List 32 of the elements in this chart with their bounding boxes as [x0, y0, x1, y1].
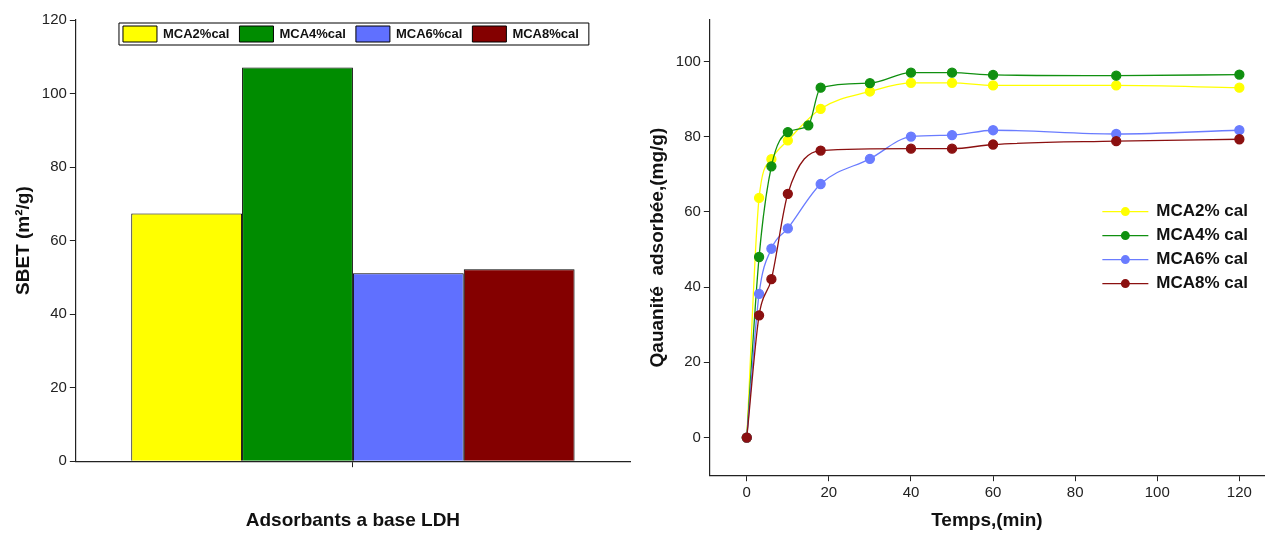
y-tick-label: 120 [41, 10, 67, 28]
legend-label: MCA4%cal [279, 25, 346, 41]
legend-label: MCA4% cal [1156, 225, 1248, 245]
y-tick-label: 100 [41, 83, 67, 101]
legend-label: MCA8% cal [1156, 273, 1248, 293]
y-tick-label: 0 [58, 451, 67, 469]
y-tick-label: 40 [684, 277, 701, 295]
legend-label: MCA2%cal [162, 25, 230, 41]
x-axis-title: Adsorbants a base LDH [245, 508, 461, 530]
y-tick-label: 20 [50, 377, 67, 395]
x-tick-label: 100 [1144, 483, 1170, 501]
y-tick-label: 60 [684, 202, 701, 219]
legend-label: MCA6%cal [395, 25, 463, 41]
x-tick-label: 20 [820, 483, 838, 501]
y-tick-label: 40 [50, 304, 67, 322]
x-tick-label: 60 [984, 483, 1002, 501]
y-tick-label: 60 [50, 230, 67, 248]
y-axis-title: Qauanité adsorbée,(mg/g) [645, 127, 667, 368]
x-tick-label: 40 [902, 483, 920, 501]
y-tick-label: 100 [675, 51, 701, 69]
y-axis-title: SBET (m²/g) [11, 186, 33, 295]
x-tick-label: 80 [1066, 483, 1084, 501]
x-tick-label: 120 [1226, 483, 1252, 501]
y-tick-label: 20 [684, 352, 701, 370]
y-tick-label: 80 [50, 157, 67, 175]
y-tick-label: 80 [684, 126, 701, 144]
legend-label: MCA2% cal [1156, 201, 1248, 221]
legend-label: MCA8%cal [512, 25, 579, 41]
y-tick-label: 0 [692, 427, 701, 445]
x-axis-title: Temps,(min) [931, 508, 1043, 530]
x-tick-label: 0 [742, 483, 751, 501]
legend-label: MCA6% cal [1156, 249, 1248, 269]
